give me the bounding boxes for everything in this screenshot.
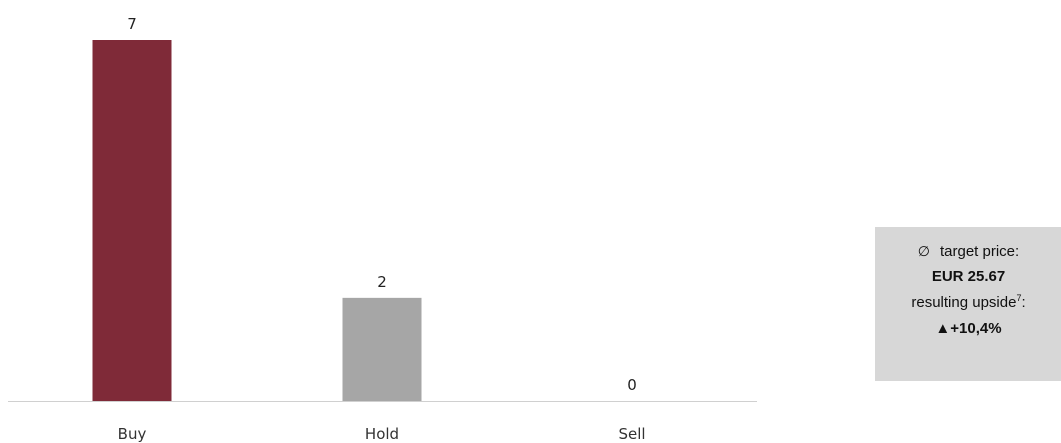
upside-value-line: ▲+10,4% [875, 316, 1061, 342]
upside-label: resulting upside [911, 294, 1017, 311]
bar-hold [342, 297, 422, 401]
value-labels-group: 7 2 0 [127, 15, 637, 394]
target-price-box: ∅ target price: EUR 25.67 resulting upsid… [875, 227, 1061, 381]
target-price-label: target price: [939, 243, 1020, 260]
target-price-label-line: ∅ target price: [875, 238, 1061, 264]
category-labels-group: Buy Hold Sell [118, 425, 646, 443]
category-label-buy: Buy [118, 425, 147, 443]
data-label-sell: 0 [627, 376, 637, 394]
data-label-buy: 7 [127, 15, 137, 33]
average-symbol: ∅ [917, 243, 930, 259]
upside-suffix: : [1021, 294, 1026, 311]
upside-footnote: 7 [1016, 293, 1022, 303]
upside-label-line: resulting upside7: [875, 290, 1061, 316]
target-price-value: EUR 25.67 [931, 268, 1006, 285]
up-arrow-icon: ▲ [935, 320, 951, 337]
bar-buy [92, 40, 172, 401]
bars-group [92, 40, 422, 401]
upside-value: +10,4% [950, 320, 1002, 337]
category-label-hold: Hold [365, 425, 399, 443]
recommendation-bar-chart: 7 2 0 Buy Hold Sell [8, 15, 757, 443]
data-label-hold: 2 [377, 273, 387, 291]
category-label-sell: Sell [618, 425, 645, 443]
